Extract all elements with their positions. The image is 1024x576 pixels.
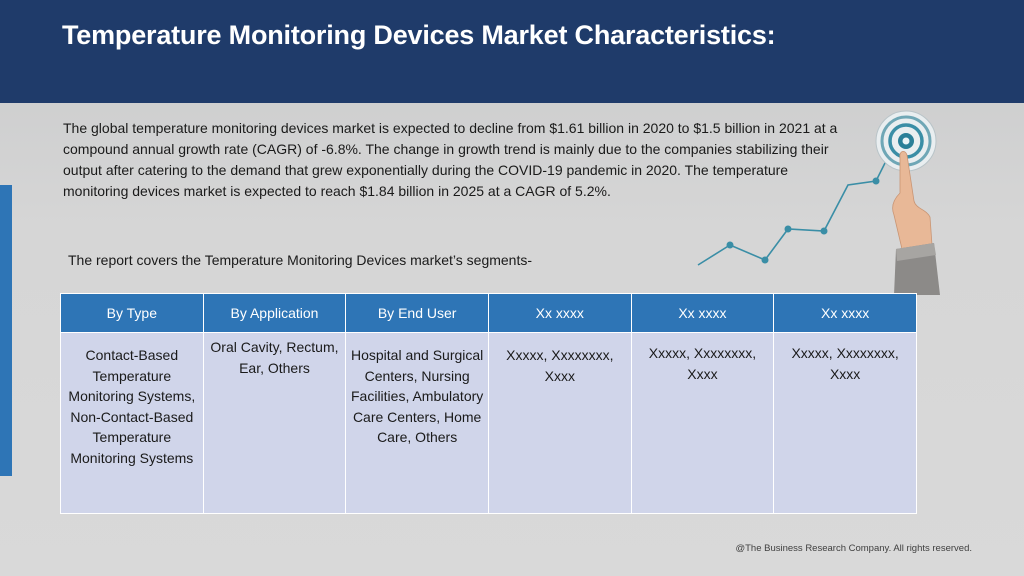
table-header: Xx xxxx [630,293,775,333]
slide-title: Temperature Monitoring Devices Market Ch… [62,20,776,50]
table-cell: Xxxxx, Xxxxxxxx, Xxxx [487,332,632,514]
intro-paragraph: The global temperature monitoring device… [63,120,838,199]
table-cell: Hospital and Surgical Centers, Nursing F… [345,332,489,514]
header-band [0,0,1024,103]
segments-intro: The report covers the Temperature Monito… [68,252,533,268]
table-header-row: By Type By Application By End User Xx xx… [60,293,917,333]
table-cell: Oral Cavity, Rectum, Ear, Others [202,332,347,514]
growth-target-graphic [697,110,940,295]
table-header: By End User [345,293,489,333]
pointing-hand-icon [892,151,940,295]
table-cell: Xxxxx, Xxxxxxxx, Xxxx [773,332,917,514]
growth-points [726,177,880,264]
table-cell: Contact-Based Temperature Monitoring Sys… [60,332,204,514]
copyright-footer: @The Business Research Company. All righ… [735,543,972,554]
growth-line [697,144,895,266]
table-header: By Type [60,293,204,333]
table-row: Contact-Based Temperature Monitoring Sys… [60,332,917,514]
table-header: Xx xxxx [773,293,917,333]
table-cell: Xxxxx, Xxxxxxxx, Xxxx [630,332,775,514]
left-accent-bar [0,185,12,476]
table-header: By Application [202,293,347,333]
segments-table: By Type By Application By End User Xx xx… [60,293,917,514]
target-icon [875,110,937,172]
table-header: Xx xxxx [487,293,632,333]
